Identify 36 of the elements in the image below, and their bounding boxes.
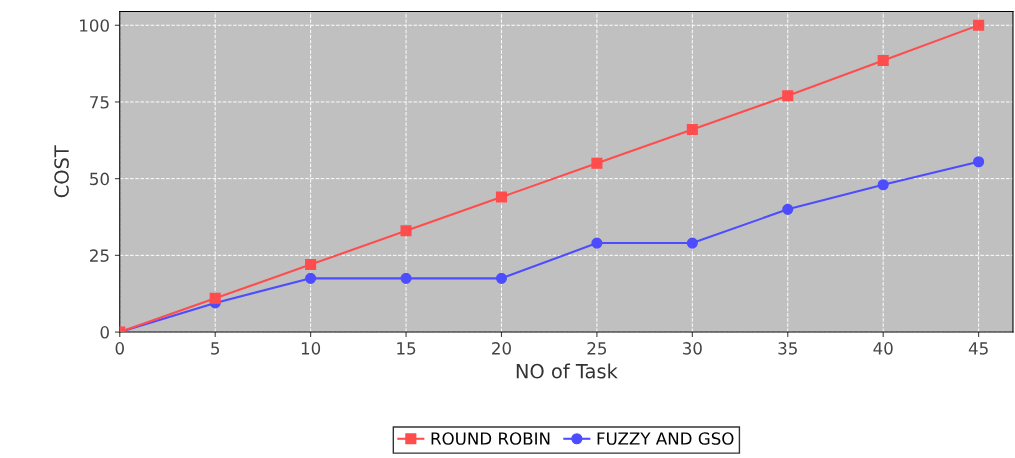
point (591, 157, 603, 169)
point (495, 191, 508, 203)
point (782, 203, 794, 215)
point (973, 19, 985, 31)
x-tick-label: 10 (301, 342, 321, 355)
point (686, 237, 698, 249)
point (877, 179, 889, 191)
y-axis-title: COST (54, 145, 69, 198)
x-tick-label: 5 (211, 342, 220, 355)
y-tick-label: 50 (90, 172, 109, 186)
point (400, 272, 412, 284)
x-tick-label: 0 (115, 342, 124, 355)
x-tick-label: 30 (683, 342, 702, 355)
x-tick-label: 15 (397, 342, 416, 355)
point (400, 225, 412, 237)
x-tick-label: 45 (968, 342, 988, 355)
x-tick-label: 40 (873, 342, 893, 355)
legend-label: FUZZY AND GSO (597, 432, 734, 445)
y-tick-label: 100 (80, 19, 109, 32)
point (305, 272, 317, 284)
y-tick-label: 0 (100, 326, 109, 339)
y-tick-label: 25 (90, 249, 109, 262)
point (495, 272, 508, 284)
y-tick-label: 75 (90, 96, 109, 109)
point (877, 54, 889, 67)
point (591, 237, 603, 249)
legend-label: ROUND ROBIN (431, 432, 550, 445)
point (686, 124, 698, 136)
point (305, 258, 317, 271)
point (973, 156, 985, 168)
x-tick-label: 25 (587, 342, 607, 355)
x-tick-label: 20 (492, 342, 511, 355)
x-axis-title: NO of Task (516, 363, 618, 379)
point (782, 90, 794, 102)
point (209, 292, 221, 304)
x-tick-label: 35 (778, 342, 797, 355)
